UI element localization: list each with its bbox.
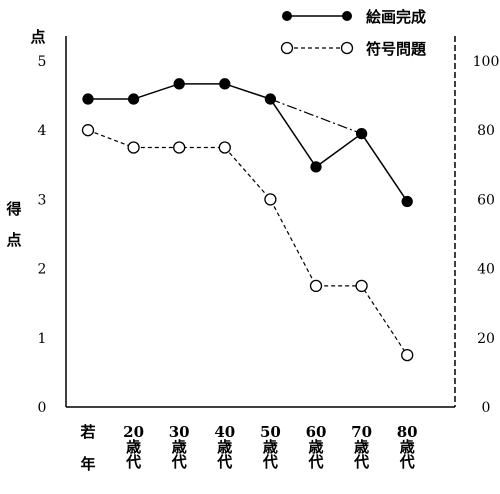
series-2-point bbox=[309, 279, 323, 293]
series-2-point bbox=[173, 141, 186, 154]
series-2-point bbox=[127, 141, 140, 154]
x-category-line: 代 bbox=[125, 453, 141, 471]
series-2-point bbox=[218, 141, 231, 154]
right-tick-label: 60 bbox=[477, 192, 495, 208]
x-category-line: 代 bbox=[307, 453, 323, 471]
right-tick-label: 20 bbox=[477, 331, 495, 347]
x-category-line: 歳 bbox=[263, 438, 278, 456]
x-category-line: 40 bbox=[214, 423, 235, 441]
x-category-line: 20 bbox=[123, 423, 144, 441]
x-category-line: 50 bbox=[260, 423, 281, 441]
legend-label-series-2: 符号問題 bbox=[366, 40, 427, 58]
x-category-line: 年 bbox=[80, 455, 95, 473]
right-tick-label: 0 bbox=[482, 400, 491, 416]
x-category-line: 歳 bbox=[308, 438, 323, 456]
series-1-point bbox=[127, 93, 140, 105]
legend-marker-open-left bbox=[280, 41, 294, 55]
x-category-line: 代 bbox=[262, 453, 278, 471]
x-category-line: 歳 bbox=[354, 438, 369, 456]
x-category-line: 歳 bbox=[126, 438, 141, 456]
left-tick-label: 2 bbox=[38, 262, 47, 278]
x-category-line: 歳 bbox=[400, 438, 415, 456]
series-1-point bbox=[219, 78, 231, 90]
series-1-point bbox=[264, 93, 277, 105]
dash-dot-connector-line bbox=[270, 98, 362, 135]
left-tick-label: 1 bbox=[38, 331, 47, 347]
x-category-line: 代 bbox=[399, 453, 415, 471]
x-category-line: 70 bbox=[351, 423, 372, 441]
legend-label-series-1: 絵画完成 bbox=[366, 8, 426, 26]
series-1-point bbox=[173, 78, 185, 90]
left-axis-ticks: 0 1 2 3 4 5 bbox=[38, 54, 47, 416]
series-2-point bbox=[401, 348, 414, 362]
series-lines bbox=[87, 83, 408, 356]
x-category-line: 60 bbox=[306, 423, 327, 441]
series-1-point bbox=[355, 128, 368, 140]
x-category-label: 若年 bbox=[79, 423, 95, 473]
legend: 絵画完成 符号問題 bbox=[280, 8, 427, 58]
left-tick-label: 5 bbox=[38, 54, 47, 70]
x-category-line: 代 bbox=[171, 453, 187, 471]
series-2-point bbox=[355, 279, 368, 293]
x-category-line: 30 bbox=[169, 423, 190, 441]
legend-marker-filled-left bbox=[282, 11, 292, 21]
right-tick-label: 80 bbox=[477, 123, 495, 139]
series-1-point bbox=[401, 195, 413, 208]
x-category-line: 歳 bbox=[172, 438, 187, 456]
series-1-point bbox=[310, 161, 322, 173]
x-category-line: 歳 bbox=[217, 438, 232, 456]
series-line-1 bbox=[88, 83, 408, 202]
x-category-line: 代 bbox=[353, 453, 369, 471]
left-axis-top-label: 点 bbox=[30, 28, 45, 46]
series-1-point bbox=[82, 93, 94, 105]
left-tick-label: 4 bbox=[38, 123, 47, 139]
series-2-point bbox=[264, 193, 277, 206]
series-2-point bbox=[81, 124, 95, 137]
series-line-2 bbox=[87, 129, 408, 356]
right-tick-label: 100 bbox=[473, 54, 500, 70]
left-axis-label-line-1: 得 bbox=[5, 200, 21, 218]
left-tick-label: 0 bbox=[38, 400, 47, 416]
right-axis-ticks: 0 20 40 60 80 100 bbox=[473, 54, 500, 416]
x-category-line: 代 bbox=[216, 453, 232, 471]
x-category-line: 若 bbox=[79, 423, 95, 441]
legend-marker-filled-right bbox=[342, 11, 352, 21]
series-markers bbox=[81, 78, 414, 362]
left-axis-label-line-2: 点 bbox=[6, 231, 21, 249]
right-tick-label: 40 bbox=[477, 262, 495, 278]
legend-marker-open-right bbox=[340, 41, 354, 55]
x-category-line: 80 bbox=[397, 423, 418, 441]
left-tick-label: 3 bbox=[38, 192, 47, 208]
